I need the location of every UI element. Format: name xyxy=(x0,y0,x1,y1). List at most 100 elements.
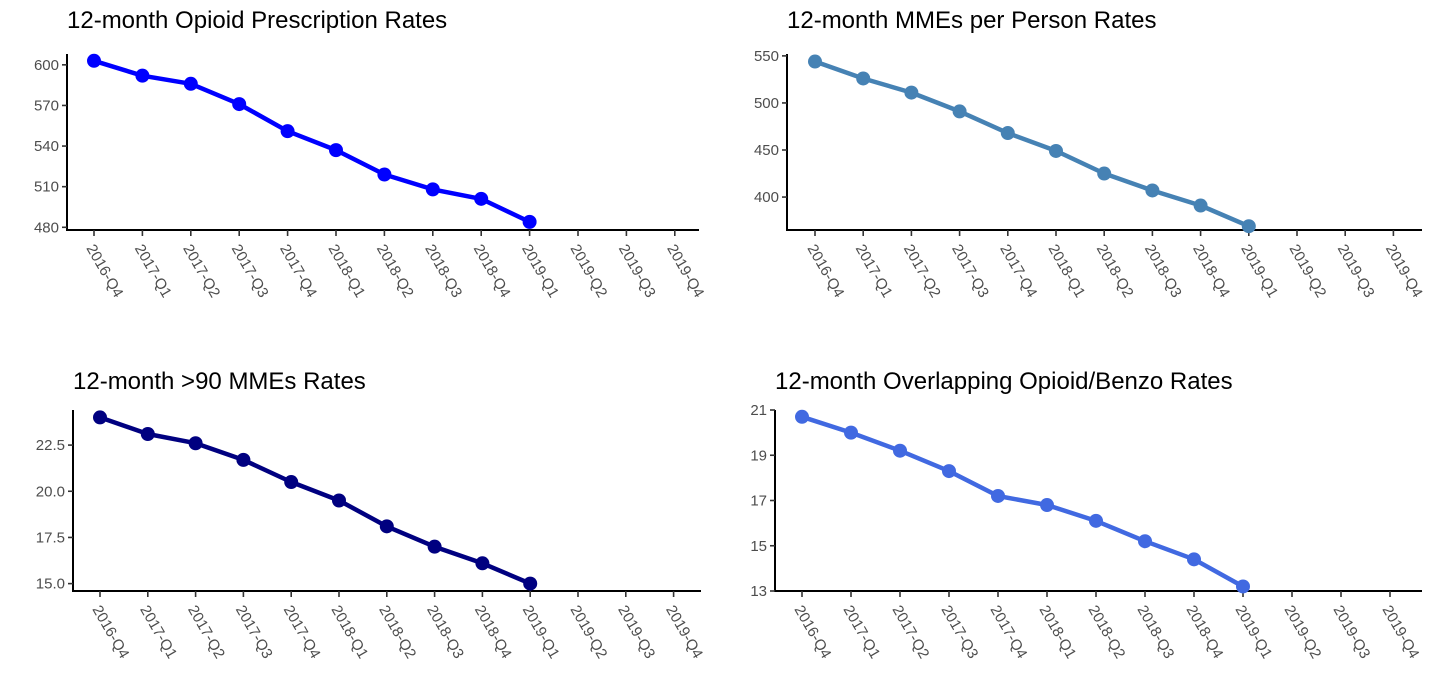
data-point xyxy=(1145,183,1160,198)
data-point xyxy=(332,493,346,508)
data-point xyxy=(280,124,295,139)
data-point xyxy=(1000,126,1015,141)
series xyxy=(93,410,538,591)
y-ticks: 15.0 17.5 20.0 22.5 xyxy=(36,437,73,593)
data-point xyxy=(1187,552,1201,567)
x-tick-label: 2016-Q4 xyxy=(804,242,848,301)
y-tick-label: 20.0 xyxy=(36,483,65,500)
x-tick-label: 2019-Q2 xyxy=(1286,242,1330,301)
x-tick-label: 2019-Q1 xyxy=(1237,242,1281,301)
data-point xyxy=(856,71,871,86)
chart-panel-over-90-mmes: 12-month >90 MMEs Rates 15.0 17.5 20.0 22.5… xyxy=(36,368,706,662)
x-tick-label: 2019-Q2 xyxy=(567,242,611,301)
y-tick-label: 540 xyxy=(34,138,59,155)
data-point xyxy=(942,464,956,479)
data-point xyxy=(1049,143,1063,158)
x-tick-label: 2018-Q1 xyxy=(328,603,372,662)
x-tick-label: 2018-Q2 xyxy=(375,603,419,662)
x-tick-label: 2017-Q3 xyxy=(232,603,276,662)
data-point xyxy=(795,409,809,424)
chart-panel-mmes-per-person: 12-month MMEs per Person Rates 400 450 500… xyxy=(754,7,1426,301)
x-tick-label: 2017-Q2 xyxy=(179,242,223,301)
data-point xyxy=(140,427,155,442)
y-tick-label: 15 xyxy=(750,538,767,555)
x-tick-label: 2018-Q3 xyxy=(421,242,465,301)
data-point xyxy=(904,85,919,100)
x-tick-label: 2019-Q3 xyxy=(615,242,659,301)
x-tick-label: 2017-Q2 xyxy=(184,603,228,662)
y-tick-label: 510 xyxy=(34,179,59,196)
series-line xyxy=(799,414,1246,589)
y-tick-label: 450 xyxy=(754,142,779,159)
data-point xyxy=(991,488,1005,503)
y-tick-label: 570 xyxy=(34,97,59,114)
data-point xyxy=(808,54,822,69)
x-tick-label: 2017-Q2 xyxy=(889,603,933,662)
x-tick-label: 2019-Q2 xyxy=(567,603,611,662)
data-point xyxy=(1138,534,1152,549)
chart-panel-opioid-prescription: 12-month Opioid Prescription Rates 480 51… xyxy=(34,7,707,301)
data-point xyxy=(1193,198,1208,213)
y-tick-label: 500 xyxy=(754,95,779,112)
y-tick-label: 550 xyxy=(754,48,779,65)
data-point xyxy=(379,519,394,534)
y-ticks: 13 15 17 19 21 xyxy=(750,402,775,600)
x-tick-label: 2017-Q4 xyxy=(987,603,1031,662)
x-tick-label: 2018-Q2 xyxy=(1093,242,1137,301)
data-point xyxy=(1236,579,1250,594)
data-point xyxy=(183,76,198,91)
chart-title: 12-month Opioid Prescription Rates xyxy=(67,7,447,34)
x-tick-label: 2017-Q3 xyxy=(948,242,992,301)
series xyxy=(87,53,537,229)
chart-panel-opioid-benzo-overlap: 12-month Overlapping Opioid/Benzo Rates … xyxy=(750,368,1422,662)
series-line xyxy=(812,59,1252,229)
x-tick-label: 2017-Q4 xyxy=(276,242,320,301)
y-tick-label: 15.0 xyxy=(36,576,65,593)
x-tick-label: 2019-Q1 xyxy=(1232,603,1276,662)
x-ticks: 2016-Q4 2017-Q1 2017-Q2 2017-Q3 2017-Q4 2018-… xyxy=(83,230,707,301)
data-point xyxy=(425,182,440,197)
x-tick-label: 2018-Q3 xyxy=(1134,603,1178,662)
data-point xyxy=(844,425,858,440)
data-point xyxy=(188,436,203,451)
x-tick-label: 2017-Q1 xyxy=(852,242,896,301)
y-tick-label: 17 xyxy=(750,493,767,510)
series xyxy=(795,409,1250,594)
x-ticks: 2016-Q4 2017-Q1 2017-Q2 2017-Q3 2017-Q4 2018-… xyxy=(791,591,1422,662)
y-ticks: 400 450 500 550 xyxy=(754,48,787,206)
y-tick-label: 21 xyxy=(750,402,767,419)
x-tick-label: 2018-Q4 xyxy=(1183,603,1227,662)
data-point xyxy=(377,167,392,182)
y-tick-label: 400 xyxy=(754,189,779,206)
data-point xyxy=(952,104,967,119)
x-tick-label: 2019-Q4 xyxy=(662,603,706,662)
y-tick-label: 17.5 xyxy=(36,529,65,546)
data-point xyxy=(329,143,343,158)
x-tick-label: 2019-Q1 xyxy=(519,603,563,662)
data-point xyxy=(236,452,251,467)
x-ticks: 2016-Q4 2017-Q1 2017-Q2 2017-Q3 2017-Q4 2018-… xyxy=(89,591,706,662)
data-point xyxy=(475,556,490,571)
y-ticks: 480 510 540 570 600 xyxy=(34,57,67,236)
data-point xyxy=(284,475,299,490)
x-tick-label: 2019-Q3 xyxy=(1334,242,1378,301)
data-point xyxy=(427,539,442,554)
series-line xyxy=(97,415,533,586)
x-ticks: 2016-Q4 2017-Q1 2017-Q2 2017-Q3 2017-Q4 2018-… xyxy=(804,230,1426,301)
chart-title: 12-month MMEs per Person Rates xyxy=(787,7,1156,34)
chart-title: 12-month >90 MMEs Rates xyxy=(73,368,366,395)
x-tick-label: 2019-Q4 xyxy=(1382,242,1426,301)
series xyxy=(808,54,1256,234)
data-point xyxy=(232,97,247,112)
y-tick-label: 22.5 xyxy=(36,437,65,454)
x-tick-label: 2018-Q3 xyxy=(423,603,467,662)
data-point xyxy=(474,191,489,206)
x-tick-label: 2018-Q1 xyxy=(1036,603,1080,662)
y-tick-label: 600 xyxy=(34,57,59,74)
data-point xyxy=(893,443,907,458)
data-point xyxy=(1097,166,1112,181)
x-tick-label: 2017-Q1 xyxy=(136,603,180,662)
data-point xyxy=(135,68,150,83)
x-tick-label: 2016-Q4 xyxy=(89,603,133,662)
